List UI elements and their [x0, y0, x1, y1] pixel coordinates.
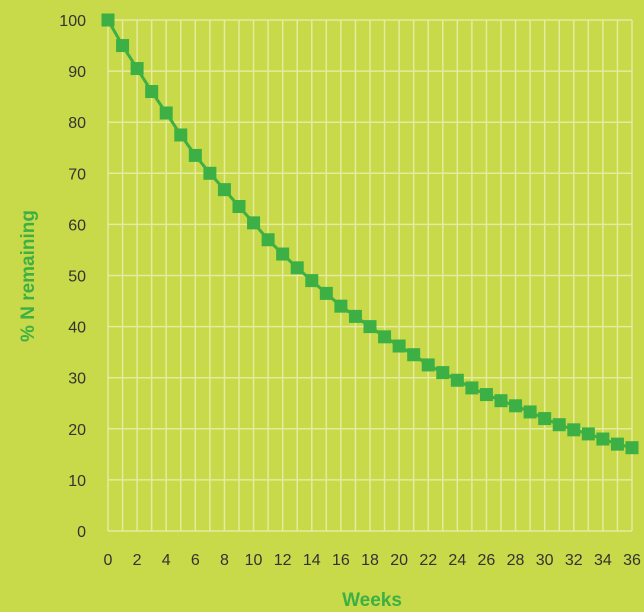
data-point-marker — [290, 261, 304, 275]
x-tick-label: 8 — [220, 552, 229, 569]
data-point-marker — [217, 183, 231, 197]
data-point-marker — [261, 233, 275, 247]
x-tick-label: 36 — [623, 552, 641, 569]
y-tick-label: 90 — [68, 64, 86, 81]
y-tick-label: 30 — [68, 371, 86, 388]
data-point-marker — [465, 381, 479, 395]
data-point-marker — [523, 405, 537, 419]
y-tick-label: 60 — [68, 217, 86, 234]
data-point-marker — [305, 274, 319, 288]
x-tick-label: 32 — [565, 552, 583, 569]
data-point-marker — [610, 437, 624, 451]
data-point-marker — [625, 441, 639, 455]
data-point-marker — [232, 200, 246, 214]
data-point-marker — [494, 394, 508, 408]
x-tick-label: 20 — [390, 552, 408, 569]
x-tick-label: 12 — [274, 552, 292, 569]
grid — [107, 19, 633, 532]
series-layer — [101, 13, 639, 455]
data-point-marker — [145, 85, 159, 99]
y-tick-label: 70 — [68, 166, 86, 183]
data-point-marker — [538, 412, 552, 426]
y-tick-label: 20 — [68, 422, 86, 439]
x-tick-label: 26 — [478, 552, 496, 569]
y-axis-title: % N remaining — [18, 210, 39, 342]
data-point-marker — [174, 128, 188, 142]
x-tick-label: 4 — [162, 552, 171, 569]
data-point-marker — [450, 373, 464, 387]
data-point-marker — [552, 418, 566, 432]
data-point-marker — [567, 423, 581, 437]
data-point-marker — [363, 320, 377, 334]
data-point-marker — [130, 62, 144, 76]
data-point-marker — [479, 388, 493, 402]
y-tick-label: 100 — [59, 13, 86, 30]
x-tick-label: 22 — [419, 552, 437, 569]
data-point-marker — [203, 166, 217, 180]
y-axis-ticks: 0 10 20 30 40 50 60 70 80 90 100 — [59, 13, 86, 541]
data-point-marker — [334, 299, 348, 313]
data-point-marker — [348, 309, 362, 323]
data-point-marker — [436, 366, 450, 380]
x-tick-label: 28 — [507, 552, 525, 569]
y-tick-label: 50 — [68, 269, 86, 286]
data-point-marker — [159, 106, 173, 120]
data-point-marker — [276, 247, 290, 261]
x-tick-label: 6 — [191, 552, 200, 569]
data-point-marker — [378, 330, 392, 344]
y-tick-label: 0 — [77, 524, 86, 541]
x-tick-label: 34 — [594, 552, 612, 569]
x-tick-label: 10 — [245, 552, 263, 569]
y-tick-label: 40 — [68, 320, 86, 337]
x-tick-label: 0 — [104, 552, 113, 569]
data-point-marker — [407, 348, 421, 362]
x-tick-label: 18 — [361, 552, 379, 569]
data-point-marker — [509, 399, 523, 413]
data-point-marker — [247, 216, 261, 230]
data-point-marker — [319, 286, 333, 300]
x-tick-label: 2 — [133, 552, 142, 569]
y-tick-label: 10 — [68, 473, 86, 490]
y-tick-label: 80 — [68, 115, 86, 132]
x-axis-ticks: 0 2 4 6 8 10 12 14 16 18 20 22 24 26 28 30 32 34 36 — [104, 552, 641, 569]
x-tick-label: 16 — [332, 552, 350, 569]
data-point-marker — [421, 358, 435, 372]
x-tick-label: 30 — [536, 552, 554, 569]
x-tick-label: 14 — [303, 552, 321, 569]
data-point-marker — [188, 148, 202, 162]
data-point-marker — [101, 13, 115, 27]
x-axis-title: Weeks — [342, 590, 402, 611]
x-tick-label: 24 — [448, 552, 466, 569]
data-point-marker — [116, 39, 130, 53]
data-point-marker — [392, 339, 406, 353]
data-point-marker — [596, 432, 610, 446]
data-point-marker — [581, 427, 595, 441]
